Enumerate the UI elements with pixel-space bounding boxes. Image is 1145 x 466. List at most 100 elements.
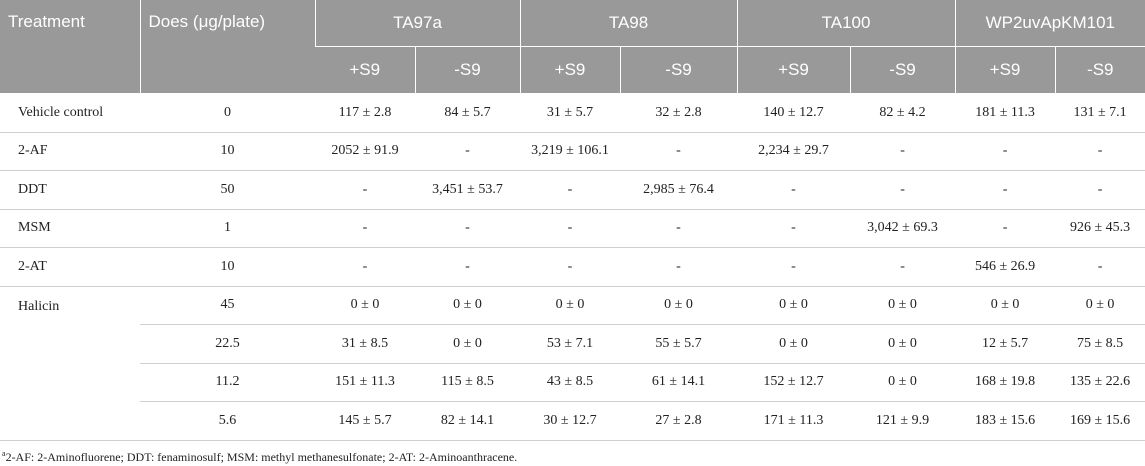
table-body: Vehicle control 0 117 ± 2.8 84 ± 5.7 31 ± 5.… <box>0 93 1145 441</box>
value-cell: 12 ± 5.7 <box>955 324 1056 364</box>
value-cell: 3,219 ± 106.1 <box>520 132 621 171</box>
value-cell: - <box>850 247 956 287</box>
condition-header: -S9 <box>1054 46 1145 94</box>
footnote-text: 2-AF: 2-Aminofluorene; DDT: fenaminosulf… <box>5 449 518 464</box>
table-row: MSM 1- - - - -3,042 ± 69.3-926 ± 45.3 <box>0 209 1145 248</box>
dose-cell: 10 <box>140 247 315 287</box>
value-cell: 121 ± 9.9 <box>850 401 956 441</box>
value-cell: 82 ± 14.1 <box>415 401 521 441</box>
dose-cell: 1 <box>140 209 315 248</box>
value-cell: - <box>955 209 1056 248</box>
condition-header: -S9 <box>849 46 956 94</box>
condition-header: +S9 <box>736 46 851 94</box>
treatment-cell: MSM <box>0 209 140 248</box>
value-cell: 0 ± 0 <box>737 286 851 325</box>
value-cell: 30 ± 12.7 <box>520 401 621 441</box>
condition-header: +S9 <box>519 46 621 94</box>
strain-header: TA97a <box>314 0 521 47</box>
value-cell: 0 ± 0 <box>415 324 521 364</box>
value-cell: 181 ± 11.3 <box>955 93 1056 133</box>
value-cell: - <box>955 170 1056 210</box>
table-row: DDT 50-3,451 ± 53.7-2,985 ± 76.4- - - - <box>0 170 1145 210</box>
treatment-cell: Vehicle control <box>0 93 140 133</box>
value-cell: 61 ± 14.1 <box>620 363 738 402</box>
value-cell: 32 ± 2.8 <box>620 93 738 133</box>
footnote-marker: a <box>2 448 6 458</box>
dose-cell: 50 <box>140 170 315 210</box>
value-cell: 53 ± 7.1 <box>520 324 621 364</box>
value-cell: 171 ± 11.3 <box>737 401 851 441</box>
value-cell: 145 ± 5.7 <box>315 401 415 441</box>
value-cell: 82 ± 4.2 <box>850 93 956 133</box>
table-row: 11.2 151 ± 11.3 115 ± 8.5 43 ± 8.5 61 ± 14.1… <box>0 363 1145 402</box>
table-row: 2-AT 10- - - - - -546 ± 26.9- <box>0 247 1145 287</box>
table-row: 5.6 145 ± 5.7 82 ± 14.1 30 ± 12.7 27 ± 2.8 17… <box>0 401 1145 441</box>
strain-header: TA100 <box>736 0 956 47</box>
value-cell: - <box>520 170 621 210</box>
table-row: 2-AF 10 2052 ± 91.9-3,219 ± 106.1-2,234 ± … <box>0 132 1145 171</box>
header-cell: Treatment <box>0 0 140 94</box>
value-cell: - <box>850 132 956 171</box>
results-table: Treatment Does (μg/plate) TA97a TA98 TA100 WP… <box>0 0 1145 441</box>
value-cell: 0 ± 0 <box>415 286 521 325</box>
treatment-cell: Halicin <box>0 286 140 441</box>
table-header: Treatment Does (μg/plate) TA97a TA98 TA100 WP… <box>0 0 1145 94</box>
treatment-cell: DDT <box>0 170 140 210</box>
value-cell: 0 ± 0 <box>620 286 738 325</box>
value-cell: 2,985 ± 76.4 <box>620 170 738 210</box>
value-cell: - <box>620 209 738 248</box>
value-cell: - <box>315 247 415 287</box>
value-cell: - <box>315 170 415 210</box>
value-cell: - <box>620 132 738 171</box>
value-cell: 0 ± 0 <box>850 324 956 364</box>
value-cell: 84 ± 5.7 <box>415 93 521 133</box>
value-cell: 926 ± 45.3 <box>1055 209 1145 248</box>
value-cell: 0 ± 0 <box>955 286 1056 325</box>
value-cell: 135 ± 22.6 <box>1055 363 1145 402</box>
value-cell: 546 ± 26.9 <box>955 247 1056 287</box>
value-cell: - <box>620 247 738 287</box>
value-cell: 0 ± 0 <box>1055 286 1145 325</box>
condition-header: +S9 <box>315 46 415 94</box>
strain-header: TA98 <box>519 0 738 47</box>
value-cell: - <box>737 209 851 248</box>
value-cell: 117 ± 2.8 <box>315 93 415 133</box>
table-row: Vehicle control 0 117 ± 2.8 84 ± 5.7 31 ± 5.… <box>0 93 1145 133</box>
dose-cell: 11.2 <box>140 363 315 402</box>
condition-header: +S9 <box>954 46 1056 94</box>
value-cell: 43 ± 8.5 <box>520 363 621 402</box>
value-cell: 55 ± 5.7 <box>620 324 738 364</box>
value-cell: - <box>415 132 521 171</box>
value-cell: - <box>415 209 521 248</box>
value-cell: - <box>1055 170 1145 210</box>
value-cell: 168 ± 19.8 <box>955 363 1056 402</box>
value-cell: 0 ± 0 <box>850 286 956 325</box>
condition-header: -S9 <box>414 46 521 94</box>
value-cell: 183 ± 15.6 <box>955 401 1056 441</box>
value-cell: - <box>1055 247 1145 287</box>
header-row: Treatment Does (μg/plate) TA97a TA98 TA100 WP… <box>0 0 1145 94</box>
value-cell: 27 ± 2.8 <box>620 401 738 441</box>
value-cell: - <box>1055 132 1145 171</box>
value-cell: 31 ± 5.7 <box>520 93 621 133</box>
treatment-cell: 2-AT <box>0 247 140 287</box>
value-cell: 131 ± 7.1 <box>1055 93 1145 133</box>
value-cell: 31 ± 8.5 <box>315 324 415 364</box>
value-cell: - <box>520 247 621 287</box>
header-cell: Does (μg/plate) <box>139 0 315 94</box>
header-row: +S9 -S9 +S9 -S9 +S9 -S9 +S9 -S9 <box>0 46 1145 94</box>
value-cell: - <box>315 209 415 248</box>
value-cell: 2,234 ± 29.7 <box>737 132 851 171</box>
dose-cell: 5.6 <box>140 401 315 441</box>
value-cell: 0 ± 0 <box>520 286 621 325</box>
dose-cell: 22.5 <box>140 324 315 364</box>
value-cell: 3,042 ± 69.3 <box>850 209 956 248</box>
value-cell: 2052 ± 91.9 <box>315 132 415 171</box>
value-cell: - <box>955 132 1056 171</box>
value-cell: 0 ± 0 <box>850 363 956 402</box>
treatment-cell: 2-AF <box>0 132 140 171</box>
dose-cell: 45 <box>140 286 315 325</box>
